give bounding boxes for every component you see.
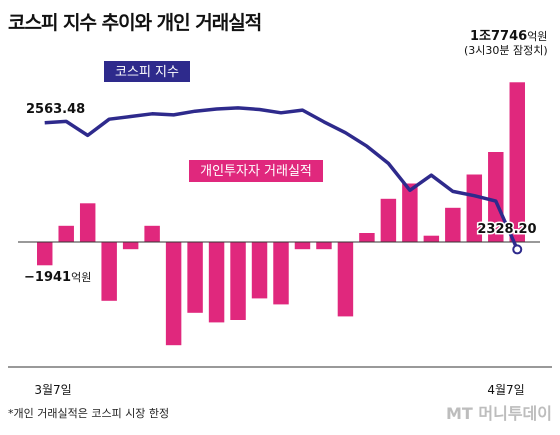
bar [187,242,203,313]
kospi-end-label: 2328.20 [477,222,536,237]
kospi-line [44,106,519,251]
bar [230,242,246,320]
footnote: *개인 거래실적은 코스피 시장 한정 [8,407,170,420]
bar-end-value: 1조7746 [470,29,527,44]
bar [58,225,74,242]
line-legend-tag [104,61,190,82]
bar [122,242,139,250]
bar [144,225,160,242]
bar [380,198,397,242]
x-tick-start: 3월7일 [34,383,71,397]
kospi-start-label: 2563.48 [26,102,85,117]
bar [466,174,483,242]
bar-legend-tag [189,160,323,182]
bar [337,242,354,317]
bar [37,242,53,266]
bar-end-unit: 억원 [527,30,547,43]
bar [101,242,117,301]
bar-end-note: (3시30분 잠정치) [464,44,548,57]
bar [79,203,96,242]
brand-logo: MT 머니투데이 [445,404,552,423]
bar [165,242,182,346]
bar [445,207,461,242]
bar-legend-label: 개인투자자 거래실적 [200,164,312,179]
kospi-end-dot [512,244,523,255]
bar [509,82,525,242]
bar-start-label: −1941억원 [24,270,91,285]
bar [208,242,225,323]
bar [402,183,418,242]
bar [359,233,375,242]
bar-start-unit: 억원 [71,271,91,284]
x-tick-end: 4월7일 [487,383,524,397]
chart-canvas: 코스피 지수 개인투자자 거래실적 2563.48 2328.20 −1941억… [8,29,552,397]
bar [294,242,311,250]
chart-title: 코스피 지수 추이와 개인 거래실적 [8,12,262,34]
bar [488,152,504,242]
bar [423,235,440,242]
bar-end-label: 1조7746억원 [470,29,547,44]
bar [316,242,332,250]
bar-start-value: −1941 [24,270,71,285]
bar [273,242,289,305]
bar [251,242,268,299]
bar-series [37,82,525,346]
line-legend-label: 코스피 지수 [115,65,179,80]
